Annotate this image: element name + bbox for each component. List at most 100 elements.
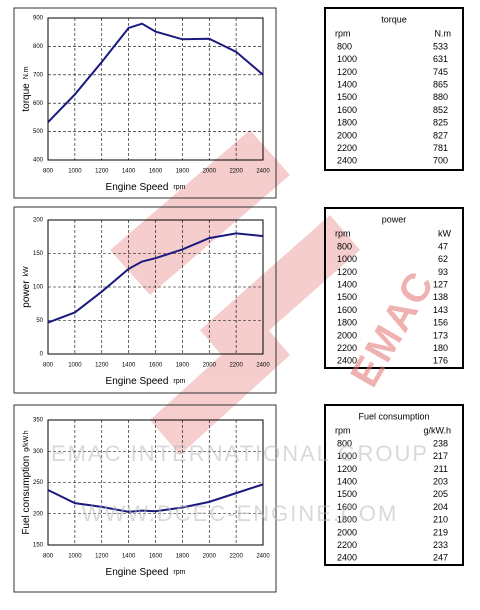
table-cell: 219 [433,527,448,537]
data-line [47,22,264,123]
y-tick-label: 0 [40,352,44,358]
table-cell: 1500 [337,489,357,499]
chart-frame [13,404,277,593]
table-cell: 1200 [337,67,357,77]
x-axis-label: Engine Speed rpm [106,376,186,387]
table-header: rpm [335,228,351,238]
table-cell: 852 [433,105,448,115]
table-cell: 1800 [337,318,357,328]
y-tick-label: 900 [33,16,44,22]
x-tick-label: 2000 [203,554,217,560]
table-cell: 156 [433,318,448,328]
y-tick-label: 500 [33,129,44,135]
table-cell: 233 [433,540,448,550]
table-cell: 180 [433,343,448,353]
x-tick-label: 800 [43,363,54,369]
x-axis-title: Engine Speed [106,182,169,193]
chart-frame [13,206,277,394]
x-tick-label: 1200 [95,169,109,175]
y-axis-unit: kW [23,266,30,277]
table-cell: 1600 [337,105,357,115]
y-tick-label: 150 [33,251,44,257]
x-tick-label: 1600 [149,169,163,175]
x-axis-title: Engine Speed [106,376,169,387]
table-cell: 1000 [337,451,357,461]
table-header: kW [438,228,452,238]
table-header: rpm [335,28,351,38]
table-cell: 800 [337,241,352,251]
y-tick-label: 250 [33,480,44,486]
x-tick-label: 1800 [176,554,190,560]
x-tick-label: 2200 [229,169,243,175]
table-cell: 1600 [337,502,357,512]
table-cell: 205 [433,489,448,499]
x-tick-label: 2400 [256,363,270,369]
table-cell: 217 [433,451,448,461]
y-tick-label: 800 [33,44,44,50]
x-tick-label: 800 [43,169,54,175]
table-cell: 745 [433,67,448,77]
y-tick-label: 300 [33,449,44,455]
y-tick-label: 600 [33,101,44,107]
y-axis-unit: N.m [23,66,30,79]
x-tick-label: 1800 [176,169,190,175]
table-title: torque [381,14,407,24]
table-cell: 2000 [337,527,357,537]
x-tick-label: 1200 [95,363,109,369]
table-cell: 2200 [337,143,357,153]
table-title: power [382,214,407,224]
table-cell: 247 [433,553,448,563]
table-cell: 2000 [337,130,357,140]
y-tick-label: 200 [33,218,44,224]
table-title: Fuel consumption [358,411,429,421]
table-cell: 1500 [337,92,357,102]
y-tick-label: 700 [33,72,44,78]
table-cell: 2400 [337,553,357,563]
table-frame [324,207,464,369]
chart-frame [13,7,277,199]
y-axis-unit: g/kW.h [23,430,30,452]
table-header: g/kW.h [423,425,451,435]
y-tick-label: 100 [33,285,44,291]
y-axis-label: torque N.m [21,66,32,111]
table-cell: 781 [433,143,448,153]
x-tick-label: 2000 [203,363,217,369]
y-tick-label: 200 [33,511,44,517]
table-header: rpm [335,425,351,435]
table-cell: 631 [433,54,448,64]
y-tick-label: 50 [36,318,43,324]
table-cell: 1400 [337,476,357,486]
table-frame [324,404,464,566]
x-tick-label: 1400 [122,554,136,560]
table-cell: 204 [433,502,448,512]
table-cell: 47 [438,241,448,251]
table-cell: 825 [433,118,448,128]
x-tick-label: 1600 [149,363,163,369]
table-cell: 1800 [337,118,357,128]
data-line [47,483,264,513]
x-tick-label: 2400 [256,554,270,560]
table-cell: 1200 [337,267,357,277]
x-tick-label: 1800 [176,363,190,369]
x-tick-label: 1400 [122,363,136,369]
x-tick-label: 1600 [149,554,163,560]
watermark-shapes [110,130,360,455]
table-cell: 865 [433,79,448,89]
table-cell: 173 [433,330,448,340]
table-cell: 800 [337,41,352,51]
table-cell: 800 [337,438,352,448]
watermark-logo: EMAC [342,263,443,394]
table-cell: 700 [433,156,448,166]
table-cell: 1800 [337,515,357,525]
table-cell: 827 [433,130,448,140]
x-tick-label: 1200 [95,554,109,560]
x-tick-label: 1000 [68,363,82,369]
table-cell: 1200 [337,464,357,474]
x-axis-title: Engine Speed [106,567,169,578]
y-tick-label: 400 [33,158,44,164]
table-cell: 210 [433,515,448,525]
y-tick-label: 350 [33,418,44,424]
table-cell: 143 [433,305,448,315]
y-axis-label: power kW [21,266,32,308]
